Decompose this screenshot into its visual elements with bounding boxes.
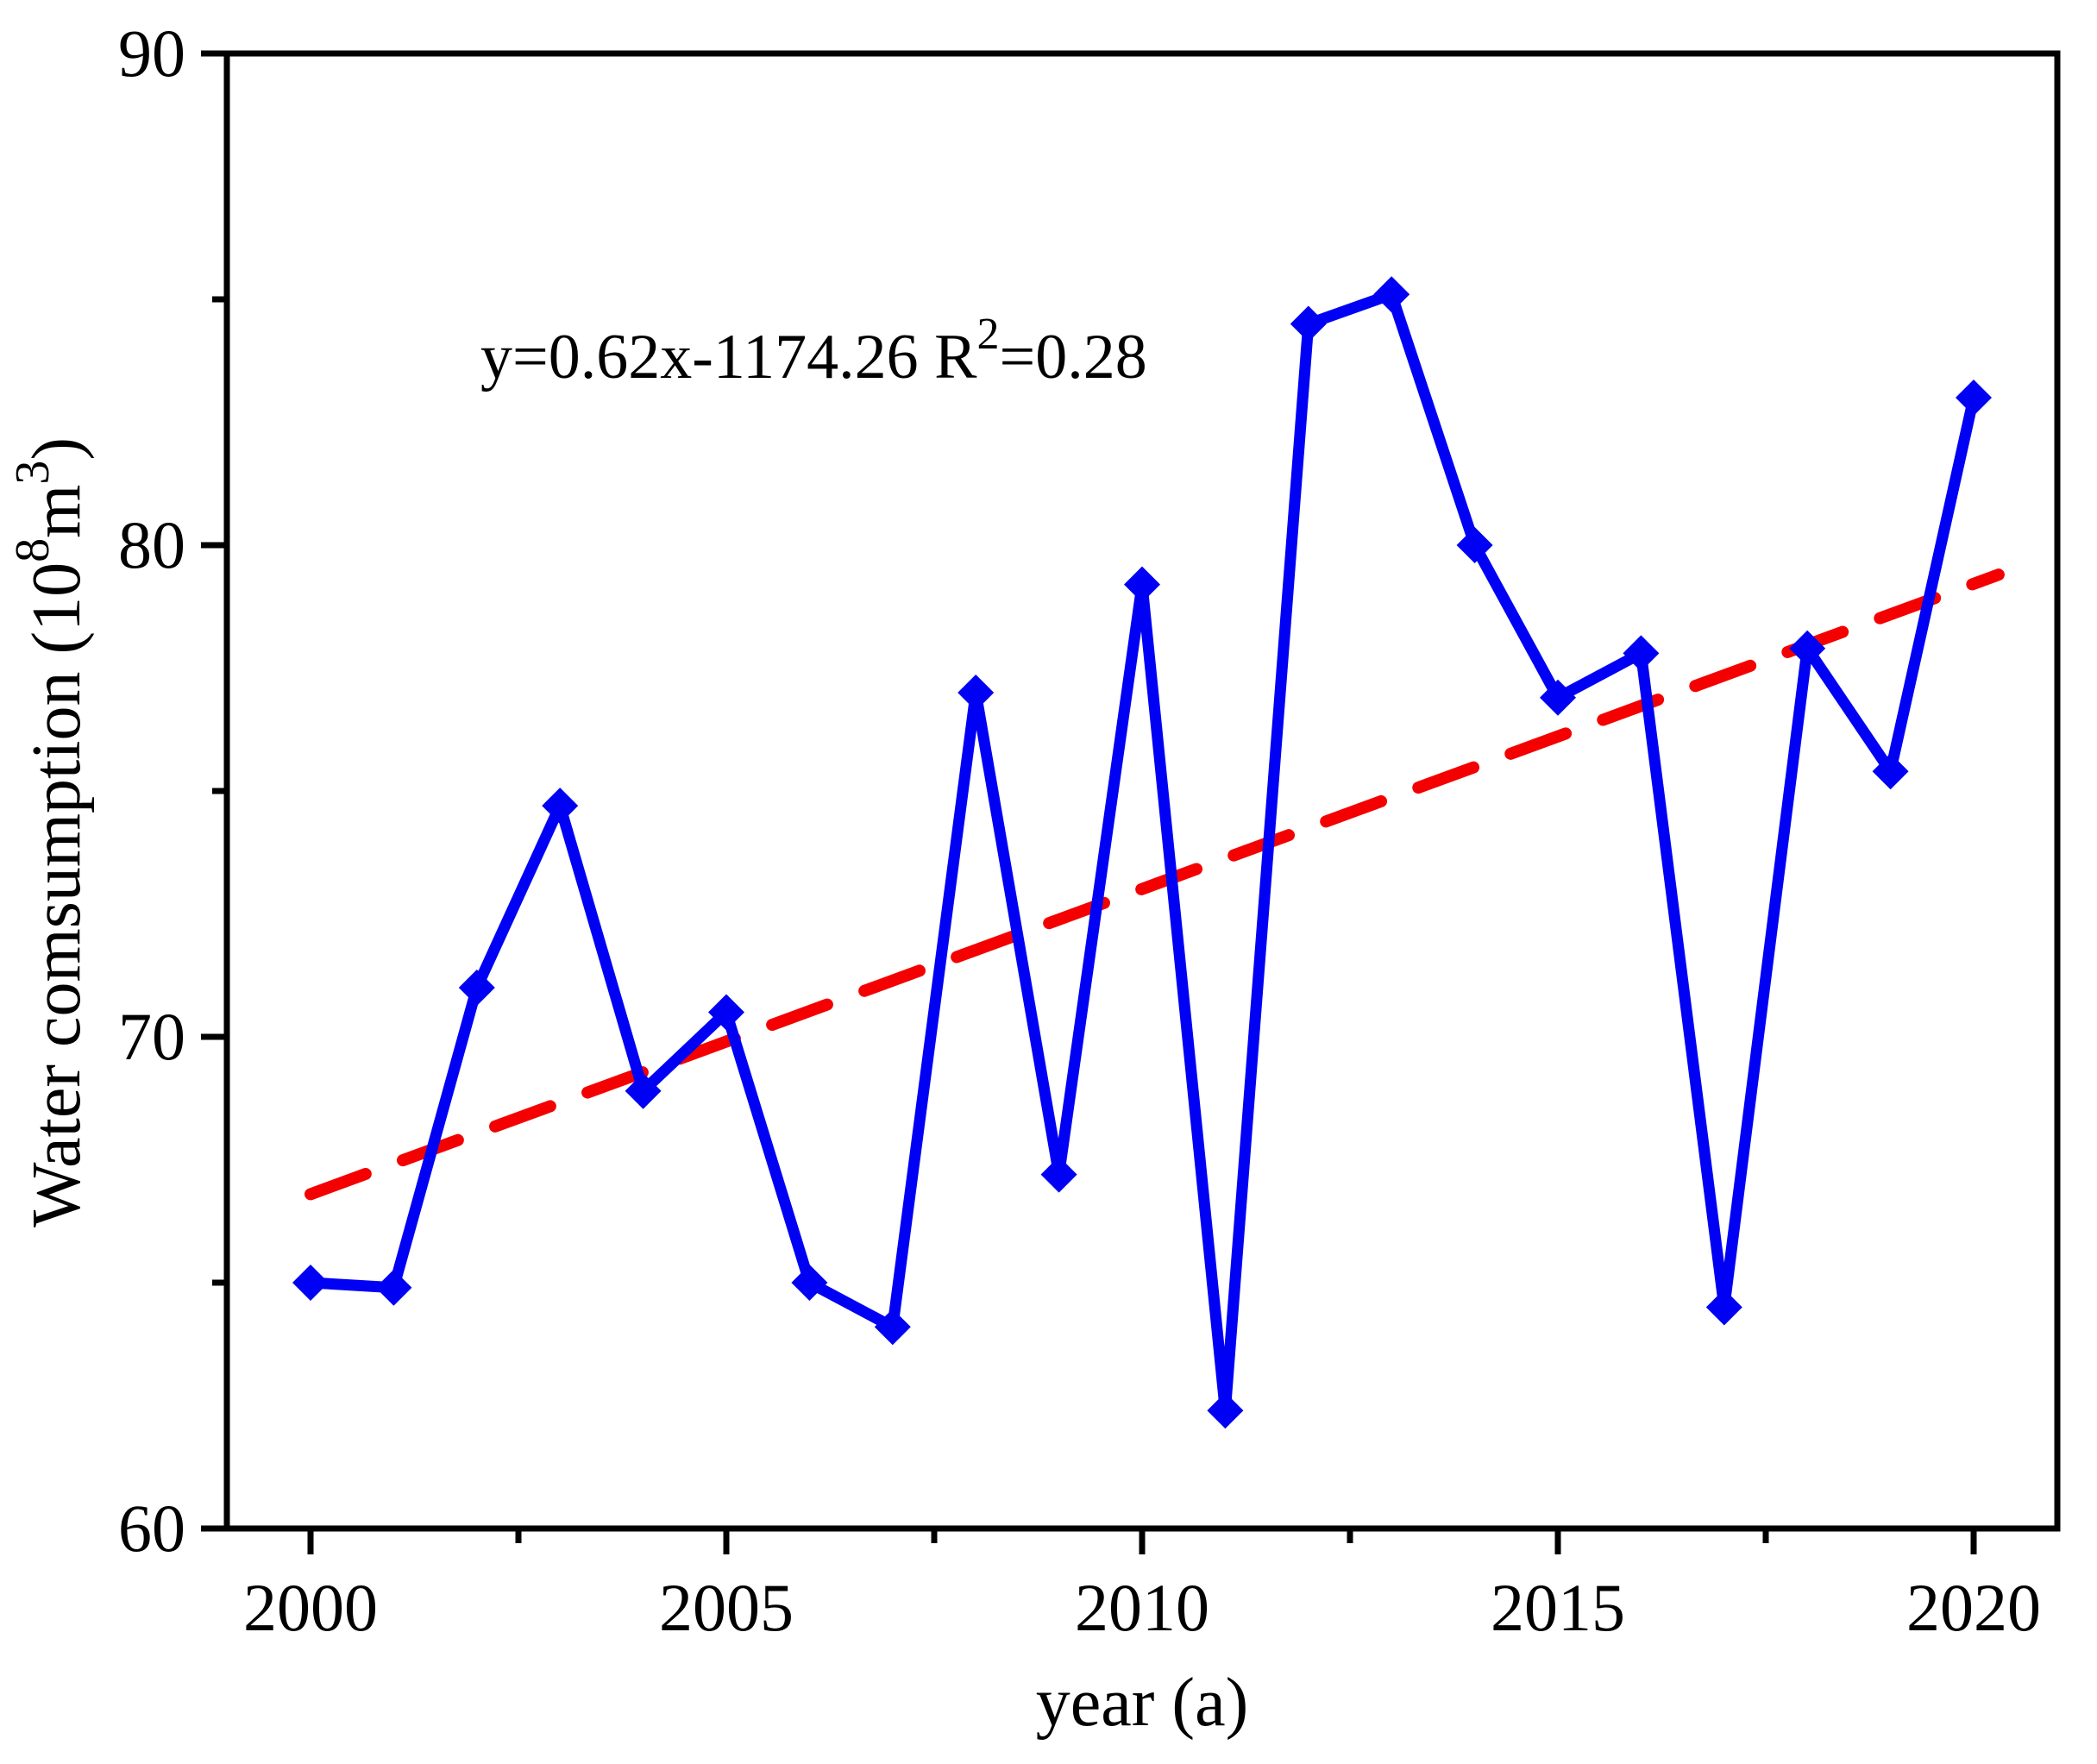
data-point-marker (791, 1265, 828, 1301)
data-point-markers (292, 276, 1992, 1429)
data-point-marker (1705, 1289, 1742, 1326)
data-point-marker (1623, 635, 1660, 672)
y-axis-title: Water comsumption (108m3) (6, 437, 95, 1227)
x-tick-label: 2020 (1906, 1570, 2041, 1645)
y-tick-label: 70 (118, 999, 185, 1074)
y-tick-labels: 90 80 70 60 (118, 16, 185, 1566)
data-point-marker (1290, 305, 1327, 342)
regression-trend-line (305, 568, 2005, 1201)
axis-ticks (201, 50, 1977, 1554)
data-series-line (310, 288, 1980, 1416)
data-point-marker (957, 675, 995, 711)
x-tick-label: 2015 (1491, 1570, 1625, 1645)
data-point-marker (292, 1265, 329, 1301)
data-point-marker (1789, 630, 1826, 667)
series-polyline (310, 288, 1980, 1416)
data-point-marker (1956, 380, 1992, 416)
y-tick-label: 90 (118, 16, 185, 91)
data-point-marker (874, 1309, 911, 1346)
data-point-marker (625, 1072, 662, 1109)
x-axis-title: year (a) (1036, 1665, 1248, 1741)
data-point-marker (1872, 753, 1909, 790)
x-tick-label: 2000 (243, 1570, 378, 1645)
data-point-marker (458, 970, 495, 1006)
data-point-marker (1207, 1392, 1244, 1429)
data-point-marker (1456, 527, 1493, 563)
x-tick-label: 2005 (659, 1570, 794, 1645)
trend-line (305, 568, 2005, 1201)
y-tick-label: 60 (118, 1491, 185, 1566)
regression-equation-annotation: y=0.62x-1174.26 R2=0.28 (480, 310, 1147, 392)
data-point-marker (1124, 566, 1160, 603)
data-point-marker (1040, 1156, 1077, 1193)
data-point-marker (1540, 679, 1576, 716)
data-point-marker (1373, 276, 1410, 313)
x-tick-label: 2010 (1075, 1570, 1209, 1645)
data-point-marker (375, 1269, 412, 1306)
data-point-marker (708, 994, 744, 1031)
data-point-marker (542, 788, 579, 825)
y-tick-label: 80 (118, 507, 185, 582)
x-tick-labels: 2000 2005 2010 2015 2020 (243, 1570, 2041, 1645)
plot-area-border (223, 50, 2061, 1532)
